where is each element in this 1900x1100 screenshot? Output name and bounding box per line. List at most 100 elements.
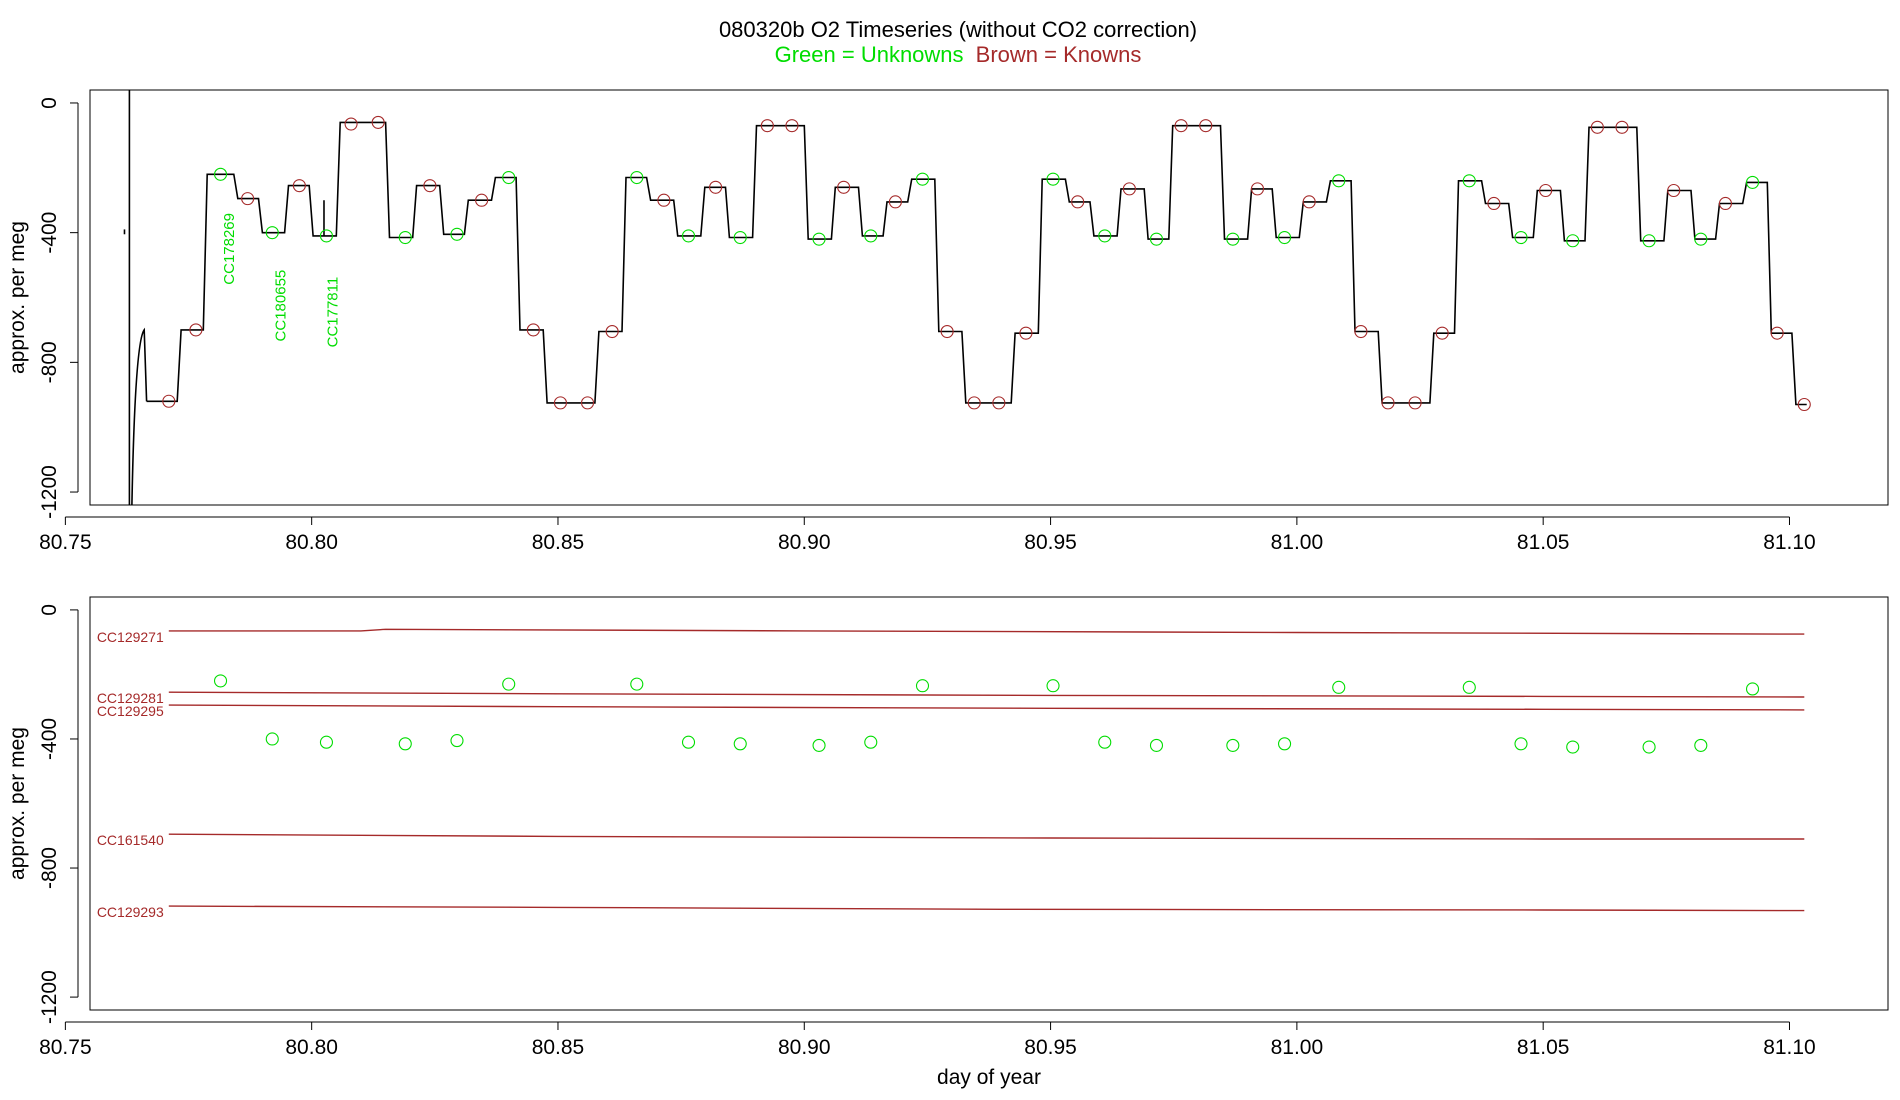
- y-tick-label: -400: [38, 212, 61, 254]
- x-tick-label: 80.85: [532, 1036, 585, 1059]
- unknown-point: [502, 677, 516, 691]
- bottom-panel: 80.75 80.80 80.85 80.90 80.95 81.00 81.05 81.10…: [6, 596, 1889, 1089]
- unknown-point: [915, 172, 930, 186]
- unknown-point: [1694, 738, 1708, 752]
- known-point: [292, 179, 306, 193]
- known-point: [992, 396, 1006, 410]
- x-tick-label: 81.00: [1271, 531, 1324, 554]
- known-point: [1199, 119, 1213, 133]
- known-point: [1615, 120, 1629, 134]
- unknown-point: [864, 735, 878, 749]
- known-line-label: CC129271: [97, 629, 164, 645]
- known-point: [1487, 196, 1501, 211]
- x-tick-label: 80.75: [39, 531, 92, 554]
- chart-title: 080320b O2 Timeseries (without CO2 corre…: [719, 17, 1197, 42]
- known-point: [967, 396, 981, 410]
- plot-frame: [89, 89, 1889, 506]
- known-point: [785, 119, 799, 133]
- known-point: [709, 180, 723, 194]
- x-axis-label: day of year: [937, 1066, 1041, 1089]
- known-line-label: CC161540: [97, 832, 164, 848]
- unknown-point: [1745, 175, 1760, 189]
- known-line-label: CC129293: [97, 904, 164, 920]
- known-point: [553, 396, 567, 410]
- top-panel: 80.75 80.80 80.85 80.90 80.95 81.00 81.05 81.10…: [6, 89, 1889, 554]
- sample-annotation: CC180655: [273, 270, 290, 342]
- x-tick-label: 80.90: [778, 1036, 831, 1059]
- unknown-point: [319, 229, 333, 243]
- known-point: [1071, 195, 1085, 209]
- x-tick-label: 80.80: [285, 531, 338, 554]
- unknown-point: [1149, 232, 1164, 246]
- unknown-point: [1514, 230, 1528, 245]
- known-point: [1590, 120, 1604, 134]
- unknown-point: [1462, 174, 1476, 188]
- known-point: [189, 323, 203, 337]
- unknown-point: [1226, 738, 1240, 752]
- known-point: [1354, 324, 1368, 339]
- known-point: [605, 324, 619, 339]
- x-tick-label: 80.75: [39, 1036, 92, 1059]
- unknown-point: [1278, 737, 1292, 751]
- unknown-point: [1566, 740, 1580, 754]
- unknown-point: [1514, 737, 1528, 751]
- unknown-point: [450, 734, 464, 748]
- known-line-cc129293: [168, 905, 1805, 912]
- known-point: [475, 193, 489, 207]
- unknown-point: [812, 738, 826, 752]
- known-point: [1797, 397, 1811, 412]
- known-point: [344, 117, 358, 131]
- o2-trace-line: [146, 121, 1807, 406]
- unknown-point: [1046, 679, 1060, 693]
- unknown-point: [1278, 230, 1292, 245]
- unknown-point: [915, 679, 930, 693]
- plot-area: [168, 628, 1805, 912]
- known-point: [1408, 396, 1422, 410]
- unknown-point: [733, 230, 747, 245]
- known-point: [371, 115, 385, 129]
- known-point: [1250, 182, 1265, 196]
- y-tick-label: -800: [38, 847, 61, 889]
- unknown-point: [681, 229, 696, 243]
- sample-annotation: CC177811: [324, 277, 341, 348]
- y-tick-label: 0: [38, 97, 61, 109]
- unknown-point: [812, 232, 826, 246]
- known-point: [1381, 396, 1395, 410]
- unknown-point: [1694, 232, 1708, 246]
- x-tick-label: 80.90: [778, 531, 831, 554]
- known-point: [1174, 119, 1188, 133]
- unknown-point: [630, 677, 644, 691]
- unknown-point: [450, 227, 464, 241]
- unknown-point: [502, 170, 516, 185]
- sample-annotation: CC178269: [221, 213, 238, 285]
- y-axis-label: approx. per meg: [6, 221, 29, 374]
- unknown-point: [1332, 680, 1346, 694]
- subtitle-knowns: Brown = Knowns: [976, 42, 1142, 67]
- known-point: [1435, 326, 1449, 340]
- unknown-point: [398, 737, 412, 751]
- known-point: [162, 394, 176, 408]
- unknown-point: [1226, 232, 1240, 246]
- unknown-point: [1745, 682, 1760, 696]
- known-line-label: CC129281: [97, 690, 164, 706]
- y-axis-label: approx. per meg: [6, 727, 29, 880]
- unknown-point: [319, 735, 333, 749]
- unknown-point: [213, 674, 228, 688]
- known-point: [423, 179, 437, 193]
- known-point: [1667, 183, 1681, 198]
- unknown-point: [630, 170, 644, 185]
- x-tick-label: 80.95: [1024, 1036, 1077, 1059]
- y-tick-label: -1200: [38, 465, 61, 519]
- unknown-point: [1098, 229, 1112, 243]
- known-point: [1718, 196, 1732, 211]
- unknown-point: [265, 226, 279, 240]
- unknown-point: [1566, 234, 1580, 248]
- known-point: [888, 195, 902, 209]
- known-line-cc129281: [168, 691, 1805, 698]
- unknown-point: [1046, 172, 1060, 186]
- y-tick-label: 0: [38, 604, 61, 616]
- y-tick-label: -400: [38, 718, 61, 760]
- x-tick-label: 81.00: [1271, 1036, 1324, 1059]
- unknown-point: [864, 229, 878, 243]
